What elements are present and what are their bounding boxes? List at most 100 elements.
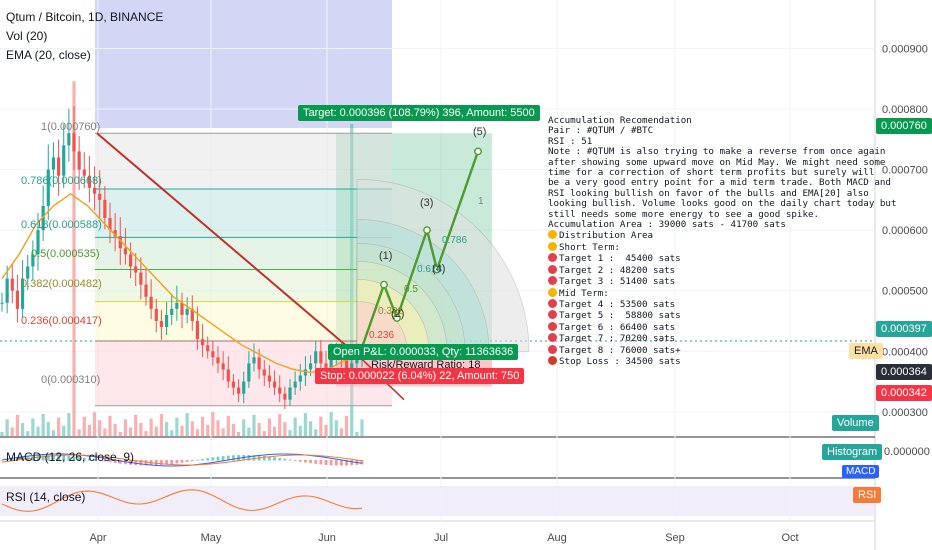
candle-body: [5, 278, 9, 303]
candle-body: [134, 266, 138, 273]
volume-bar: [154, 426, 158, 436]
candle-body: [56, 157, 61, 176]
macd-histogram-bar: [88, 458, 91, 461]
volume-bar: [334, 420, 338, 436]
wave-point: [433, 265, 441, 274]
wave-point: [423, 226, 431, 235]
downtrend-line: [96, 132, 361, 359]
volume-bar: [77, 429, 81, 436]
macd-histogram-bar: [288, 459, 292, 461]
macd-histogram-bar: [160, 460, 163, 465]
target-icon: [548, 333, 557, 343]
y-tick-label: 0.000300: [882, 407, 928, 419]
macd-histogram-bar: [98, 460, 102, 461]
volume-bar: [144, 431, 148, 436]
note-line: after showing some upward move on Mid Ma…: [548, 157, 885, 168]
note-line: RSI : 51: [548, 135, 878, 147]
candle-body: [128, 254, 133, 267]
volume-bar: [298, 425, 302, 436]
macd-histogram-bar: [118, 460, 122, 464]
volume-bar: [308, 421, 313, 436]
volume-bar: [170, 430, 174, 436]
volume-bar: [108, 415, 112, 436]
macd-histogram-bar: [165, 460, 168, 465]
note-line: Target 1 : 45400 sats: [548, 253, 878, 264]
candle-body: [180, 302, 184, 315]
price-badge-397: 0.000397: [876, 321, 932, 337]
volume-bar: [190, 421, 194, 436]
candle-body: [149, 296, 153, 309]
volume-bar: [221, 428, 225, 436]
volume-bar: [103, 428, 107, 436]
macd-histogram-bar: [247, 455, 251, 461]
volume-bar: [283, 422, 287, 436]
note-line-text: Mid Term:: [559, 287, 609, 299]
macd-histogram-bar: [314, 460, 318, 464]
candle-body: [206, 345, 210, 352]
volume-bar: [355, 432, 359, 436]
macd-histogram-bar: [309, 460, 312, 464]
macd-histogram-bar: [232, 455, 235, 461]
macd-histogram-bar: [329, 460, 333, 466]
y-tick-label: 0.000400: [882, 346, 928, 358]
candle-body: [92, 187, 97, 194]
macd-histogram-bar: [206, 458, 210, 461]
note-line-text: RSI looking bullish on favor of the bull…: [548, 187, 869, 199]
macd-histogram-bar: [278, 457, 282, 461]
volume-bar: [26, 431, 30, 436]
note-line-text: RSI : 51: [548, 135, 593, 147]
target-icon: [548, 276, 557, 286]
candle-body: [51, 157, 56, 170]
x-tick-label: Aug: [547, 532, 567, 544]
candle-body: [185, 308, 189, 315]
y-tick-label: 0.000700: [882, 165, 928, 177]
rsi-legend: RSI (14, close): [6, 490, 86, 504]
note-line-text: after showing some upward move on Mid Ma…: [548, 156, 886, 168]
macd-histogram-bar: [5, 459, 9, 461]
volume-bar: [20, 423, 25, 436]
macd-histogram-bar: [273, 457, 276, 461]
candle-body: [10, 278, 14, 291]
volume-bar: [41, 414, 45, 436]
macd-histogram-bar: [0, 460, 4, 461]
macd-histogram-bar: [293, 460, 297, 461]
macd-histogram-bar: [185, 460, 189, 462]
macd-histogram-bar: [268, 456, 271, 461]
volume-bar: [67, 413, 71, 436]
macd-histogram-bar: [319, 460, 323, 465]
volume-bar: [98, 420, 102, 436]
macd-histogram-bar: [57, 455, 60, 461]
macd-histogram-bar: [175, 460, 179, 464]
macd-histogram-bar: [190, 460, 194, 462]
note-line-text: time for a correction of short term prof…: [548, 167, 875, 179]
note-line: Target 6 : 66400 sats: [548, 321, 878, 333]
candle-body: [288, 387, 292, 400]
y-tick-label: 0.000900: [882, 43, 928, 55]
candle-body: [319, 351, 323, 364]
volume-bar: [149, 418, 153, 436]
candle-body: [103, 199, 107, 219]
price-badge-364: 0.000364: [876, 364, 932, 380]
candle-body: [113, 230, 117, 237]
fib-band: [95, 133, 392, 189]
note-line-text: Accumulation Area : 39000 sats - 41700 s…: [548, 219, 786, 231]
volume-bar: [339, 428, 344, 436]
wave-point: [393, 314, 401, 322]
macd-histogram-bar: [77, 457, 81, 461]
note-line: Note : #QTUM is also trying to make a re…: [548, 147, 885, 157]
note-line: RSI looking bullish on favor of the bull…: [548, 187, 878, 199]
volume-bar: [360, 419, 364, 436]
fib-label-0382: 0.382(0.000482): [21, 278, 102, 290]
volume-bar: [139, 423, 143, 436]
fib-label-0618: 0.618(0.000588): [21, 219, 102, 231]
rsi-line: [1, 489, 363, 512]
note-line-text: Stop Loss : 34500 sats: [559, 355, 681, 367]
volume-bar: [314, 429, 318, 436]
candle-body: [262, 369, 266, 376]
volume-bar: [252, 414, 256, 436]
note-line: Mid Term:: [548, 287, 878, 299]
candle-body: [175, 302, 179, 309]
macd-histogram-bar: [360, 460, 364, 465]
fan-label-1: 1: [478, 196, 484, 207]
